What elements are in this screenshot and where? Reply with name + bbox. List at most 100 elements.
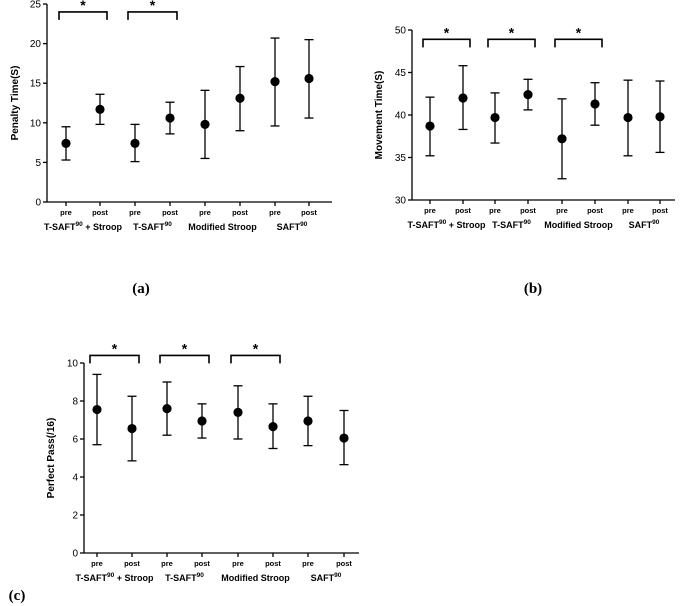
significance-bracket — [487, 38, 536, 48]
significance-star: * — [112, 340, 118, 356]
group-label: Modified Stroop — [188, 222, 257, 232]
x-tick-label: post — [587, 206, 603, 215]
x-tick-label: pre — [489, 206, 501, 215]
y-tick-label: 10 — [67, 359, 79, 370]
group-label-suffix: + Stroop — [446, 220, 486, 230]
significance-bracket — [58, 11, 108, 20]
y-tick-label: 15 — [30, 79, 42, 90]
group-label-text: Modified Stroop — [544, 220, 613, 230]
panel-label: (a) — [132, 281, 150, 297]
x-tick-label: post — [124, 559, 140, 568]
mean-point — [162, 404, 172, 414]
mean-point — [523, 90, 533, 100]
group-label: Modified Stroop — [544, 220, 613, 230]
x-tick-label: pre — [199, 208, 211, 217]
group-label: Modified Stroop — [221, 573, 290, 583]
significance-bracket — [230, 354, 281, 364]
group-label-superscript: 90 — [652, 219, 660, 226]
y-tick-label: 35 — [395, 153, 407, 164]
significance-star: * — [509, 24, 515, 40]
group-label-text: SAFT — [277, 222, 301, 232]
x-tick-label: post — [265, 559, 281, 568]
group-label-suffix: + Stroop — [114, 573, 154, 583]
chart-panel-1: 0 5 10 15 20 25 Penalty Time(S) pre post pre post p… — [10, 0, 332, 297]
x-tick-label: pre — [556, 206, 568, 215]
panel-label: (b) — [524, 281, 542, 297]
group-label: SAFT90 — [629, 219, 660, 230]
y-tick-label: 30 — [395, 196, 407, 207]
group-label-superscript: 90 — [107, 572, 115, 579]
significance-bracket — [159, 354, 210, 364]
chart-panel-3: 0 2 4 6 8 10 Perfect Pass(/16) pre post pre post pr… — [9, 340, 359, 604]
mean-point — [268, 422, 278, 432]
mean-point — [61, 138, 71, 148]
x-tick-label: pre — [161, 559, 173, 568]
y-axis-label: Movement Time(S) — [374, 71, 385, 160]
mean-point — [303, 416, 313, 426]
chart-panel-2: 30 35 40 45 50 Movement Time(S) pre post pre post… — [374, 24, 675, 297]
group-label-text: Modified Stroop — [188, 222, 257, 232]
group-label: SAFT90 — [311, 572, 342, 583]
group-label-text: SAFT — [629, 220, 653, 230]
x-tick-label: pre — [622, 206, 634, 215]
mean-point — [92, 404, 102, 415]
group-label-superscript: 90 — [197, 572, 205, 579]
y-tick-label: 25 — [30, 0, 42, 11]
y-axis-label: Perfect Pass(/16) — [46, 418, 57, 499]
significance-star: * — [150, 0, 156, 13]
group-label-text: T-SAFT — [76, 573, 108, 583]
x-tick-label: post — [232, 208, 248, 217]
x-tick-label: post — [455, 206, 471, 215]
significance-bracket — [89, 354, 140, 364]
mean-point — [304, 73, 314, 84]
panel-label: (c) — [9, 588, 26, 604]
significance-bracket — [422, 38, 471, 48]
group-label-text: Modified Stroop — [221, 573, 290, 583]
group-label: T-SAFT90 — [165, 572, 204, 583]
significance-star: * — [182, 340, 188, 356]
y-tick-label: 2 — [72, 511, 78, 522]
group-label: T-SAFT90 — [492, 219, 531, 230]
significance-star: * — [576, 24, 582, 40]
mean-point — [197, 416, 207, 426]
group-label: T-SAFT90 + Stroop — [408, 219, 486, 230]
x-tick-label: pre — [302, 559, 314, 568]
y-tick-label: 4 — [72, 473, 78, 484]
mean-point — [127, 423, 137, 434]
x-tick-label: post — [301, 208, 317, 217]
mean-point — [130, 138, 140, 148]
group-label: T-SAFT90 + Stroop — [44, 221, 122, 232]
significance-bracket — [554, 38, 603, 48]
significance-star: * — [253, 340, 259, 356]
y-tick-label: 10 — [30, 118, 42, 129]
y-tick-label: 50 — [395, 26, 407, 37]
mean-point — [655, 112, 665, 122]
y-tick-label: 45 — [395, 68, 407, 79]
significance-star: * — [444, 24, 450, 40]
group-label-superscript: 90 — [524, 219, 532, 226]
x-tick-label: pre — [60, 208, 72, 217]
mean-point — [233, 407, 243, 417]
x-tick-label: pre — [232, 559, 244, 568]
significance-bracket — [127, 11, 178, 20]
x-tick-label: pre — [424, 206, 436, 215]
x-tick-label: post — [336, 559, 352, 568]
y-tick-label: 8 — [72, 397, 78, 408]
mean-point — [270, 77, 280, 87]
mean-point — [200, 119, 210, 129]
group-label-superscript: 90 — [300, 221, 308, 228]
mean-point — [339, 433, 349, 443]
x-tick-label: pre — [129, 208, 141, 217]
group-label-text: T-SAFT — [492, 220, 524, 230]
x-tick-label: post — [162, 208, 178, 217]
y-axis-label: Penalty Time(S) — [10, 66, 21, 141]
y-tick-label: 6 — [72, 435, 78, 446]
group-label: SAFT90 — [277, 221, 308, 232]
significance-star: * — [80, 0, 86, 13]
group-label-superscript: 90 — [334, 572, 342, 579]
mean-point — [165, 113, 175, 123]
mean-point — [95, 104, 105, 114]
mean-point — [490, 112, 500, 123]
mean-point — [590, 99, 600, 109]
